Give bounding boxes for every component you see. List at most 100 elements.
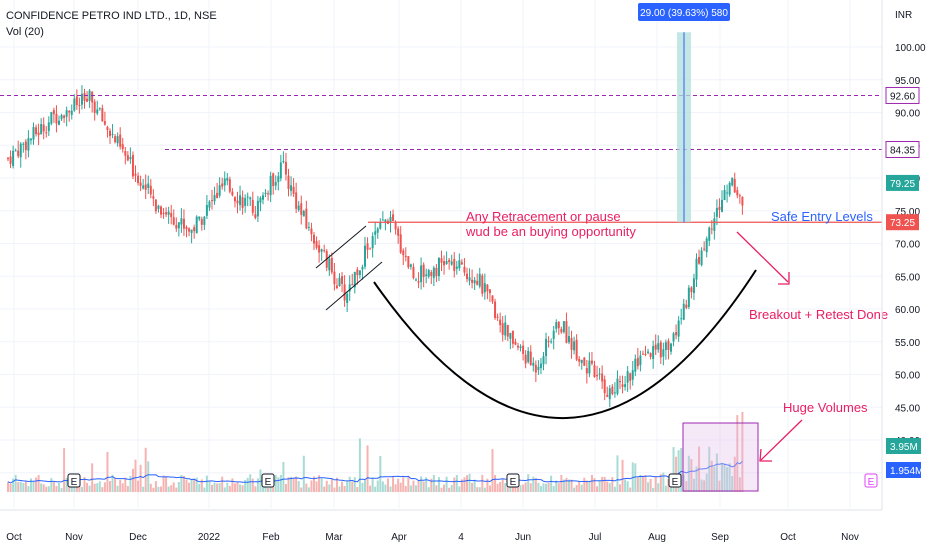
candle-body xyxy=(262,195,264,200)
candle-body xyxy=(63,115,66,118)
candle-body xyxy=(65,110,68,117)
volume-bar xyxy=(570,479,573,492)
candle-body xyxy=(675,332,678,336)
candle-body xyxy=(685,304,688,308)
candle-body xyxy=(7,158,9,160)
candle-body xyxy=(445,261,448,264)
volume-bar xyxy=(708,446,711,492)
volume-bar xyxy=(119,479,122,492)
volume-bar xyxy=(471,482,474,492)
candle-body xyxy=(695,258,698,280)
candle-body xyxy=(267,193,270,195)
volume-bar xyxy=(394,484,397,492)
price-tag: 73.25 xyxy=(886,214,919,231)
volume-bar xyxy=(341,481,344,492)
candle-body xyxy=(198,216,201,220)
volume-bar xyxy=(448,487,451,492)
candle-body xyxy=(578,358,581,362)
candle-body xyxy=(282,161,285,163)
volume-bar xyxy=(274,475,277,492)
candle-body xyxy=(361,266,364,270)
candle-body xyxy=(700,250,703,266)
candle-body xyxy=(721,199,723,212)
price-tag-label: 79.25 xyxy=(890,179,915,190)
volume-bar xyxy=(47,486,50,492)
volume-bar xyxy=(65,477,68,492)
candle-body xyxy=(514,341,517,345)
breakout-annotation: Breakout + Retest Done xyxy=(749,307,888,322)
price-tag: 79.25 xyxy=(886,174,919,191)
volume-bar xyxy=(96,483,99,492)
candle-body xyxy=(73,98,76,111)
volume-bar xyxy=(659,474,662,492)
candle-body xyxy=(353,271,356,288)
candle-body xyxy=(585,368,588,374)
volume-bar xyxy=(728,463,731,492)
volume-bar xyxy=(254,486,257,492)
volume-bar xyxy=(241,485,244,492)
candle-body xyxy=(432,267,435,278)
volume-bar xyxy=(404,486,407,492)
volume-bar xyxy=(147,461,150,492)
candle-body xyxy=(274,182,277,186)
candle-body xyxy=(185,227,188,230)
candle-body xyxy=(478,273,481,287)
candle-body xyxy=(601,373,604,382)
volume-bar xyxy=(583,477,586,492)
price-tag-box xyxy=(885,86,920,104)
candle-body xyxy=(619,381,621,383)
candle-body xyxy=(539,363,542,369)
candle-body xyxy=(657,343,660,350)
volume-bar xyxy=(109,481,111,492)
candle-body xyxy=(338,277,341,287)
volume-bar xyxy=(300,487,303,492)
volume-bar xyxy=(616,455,619,492)
candle-body xyxy=(381,219,384,221)
volume-bar xyxy=(453,477,456,492)
y-tick-label: 60.00 xyxy=(895,305,920,316)
candle-body xyxy=(613,392,616,394)
volume-bar xyxy=(733,456,736,492)
candle-body xyxy=(519,346,522,348)
measure-label-box xyxy=(638,3,730,21)
earnings-marker-label: E xyxy=(265,477,272,488)
volume-bar xyxy=(550,475,553,492)
candle-body xyxy=(88,90,91,101)
candle-body xyxy=(144,184,147,190)
volume-bar xyxy=(175,487,178,492)
volume-bar xyxy=(588,481,591,492)
candle-body xyxy=(221,183,224,187)
candle-body xyxy=(402,250,405,256)
candle-body xyxy=(649,353,652,357)
breakout-arrow-head xyxy=(778,272,790,285)
candle-body xyxy=(251,199,254,213)
volume-bar xyxy=(680,448,683,492)
volume-bar xyxy=(721,463,723,492)
candle-body xyxy=(310,228,313,235)
volume-bar xyxy=(593,478,596,492)
candle-body xyxy=(603,379,606,394)
volume-bar xyxy=(91,463,94,492)
volume-bar xyxy=(710,460,713,492)
candle-body xyxy=(114,136,117,143)
candle-body xyxy=(364,245,366,267)
volume-bar xyxy=(226,482,229,492)
candle-body xyxy=(119,134,122,147)
volume-bar xyxy=(603,476,606,492)
volume-bar xyxy=(619,484,621,492)
candle-body xyxy=(404,255,407,257)
earnings-marker-box xyxy=(67,473,81,488)
volume-bar xyxy=(330,478,333,492)
volume-bar xyxy=(116,485,119,492)
volume-bar xyxy=(560,475,563,492)
y-tick-label: 50.00 xyxy=(895,371,920,382)
volume-tag: 3.95M xyxy=(886,438,921,454)
volume-bar xyxy=(437,477,440,492)
candle-body xyxy=(738,195,741,197)
volume-bar xyxy=(149,483,152,492)
candle-body xyxy=(91,91,94,103)
volume-bar xyxy=(565,477,568,492)
candle-body xyxy=(450,261,453,265)
candle-body xyxy=(320,249,323,252)
